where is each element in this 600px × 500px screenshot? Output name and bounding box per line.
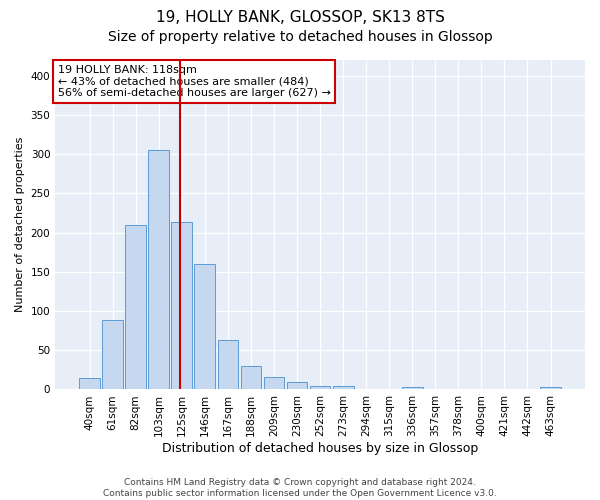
Bar — [79, 378, 100, 390]
Text: 19, HOLLY BANK, GLOSSOP, SK13 8TS: 19, HOLLY BANK, GLOSSOP, SK13 8TS — [155, 10, 445, 25]
Bar — [241, 366, 262, 390]
Bar — [310, 386, 331, 390]
Bar — [356, 388, 377, 390]
X-axis label: Distribution of detached houses by size in Glossop: Distribution of detached houses by size … — [162, 442, 478, 455]
Text: Size of property relative to detached houses in Glossop: Size of property relative to detached ho… — [107, 30, 493, 44]
Bar — [448, 388, 469, 390]
Bar — [425, 388, 446, 390]
Bar — [102, 320, 123, 390]
Y-axis label: Number of detached properties: Number of detached properties — [15, 137, 25, 312]
Bar — [194, 264, 215, 390]
Bar — [172, 222, 192, 390]
Text: 19 HOLLY BANK: 118sqm
← 43% of detached houses are smaller (484)
56% of semi-det: 19 HOLLY BANK: 118sqm ← 43% of detached … — [58, 65, 331, 98]
Bar — [218, 340, 238, 390]
Bar — [402, 387, 422, 390]
Bar — [125, 224, 146, 390]
Bar — [333, 386, 353, 390]
Bar — [540, 387, 561, 390]
Bar — [471, 388, 492, 390]
Bar — [148, 150, 169, 390]
Bar — [379, 388, 400, 390]
Text: Contains HM Land Registry data © Crown copyright and database right 2024.
Contai: Contains HM Land Registry data © Crown c… — [103, 478, 497, 498]
Bar — [263, 377, 284, 390]
Bar — [287, 382, 307, 390]
